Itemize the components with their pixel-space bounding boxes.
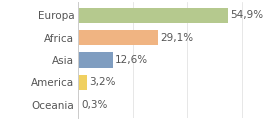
Text: 54,9%: 54,9%	[230, 10, 263, 20]
Bar	[78, 97, 79, 112]
Text: 29,1%: 29,1%	[160, 33, 193, 43]
Text: 0,3%: 0,3%	[81, 100, 108, 110]
Text: 12,6%: 12,6%	[115, 55, 148, 65]
Bar	[78, 8, 228, 23]
Text: 3,2%: 3,2%	[89, 77, 116, 87]
Bar	[78, 75, 87, 90]
Bar	[78, 30, 158, 45]
Bar	[78, 52, 113, 68]
